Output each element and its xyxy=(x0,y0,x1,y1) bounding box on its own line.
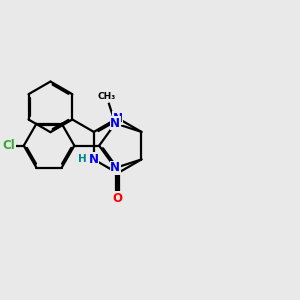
Text: N: N xyxy=(110,161,120,174)
Text: CH₃: CH₃ xyxy=(97,92,116,100)
Text: N: N xyxy=(110,117,120,130)
Text: O: O xyxy=(112,192,123,205)
Text: H: H xyxy=(78,154,87,164)
Text: N: N xyxy=(112,112,123,124)
Text: N: N xyxy=(89,153,99,166)
Text: Cl: Cl xyxy=(2,139,15,152)
